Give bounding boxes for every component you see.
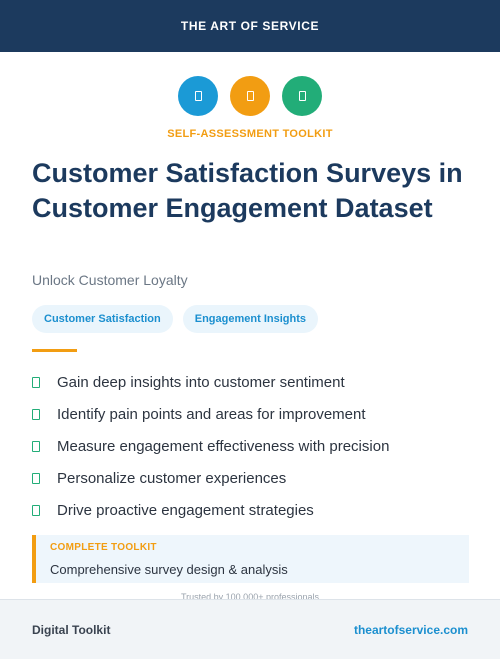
highlight-box: COMPLETE TOOLKIT Comprehensive survey de… (32, 535, 469, 583)
brand-name: THE ART OF SERVICE (180, 19, 320, 33)
list-item: Identify pain points and areas for impro… (32, 398, 389, 430)
document-icon (230, 76, 270, 116)
website-link[interactable]: theartofservice.com (353, 622, 468, 637)
list-item-text: Measure engagement effectiveness with pr… (57, 437, 390, 455)
check-icon (32, 408, 40, 420)
tag-list: Customer Satisfaction Engagement Insight… (32, 305, 318, 333)
check-icon (32, 376, 40, 388)
page-title: Customer Satisfaction Surveys in Custome… (32, 158, 463, 223)
list-item: Measure engagement effectiveness with pr… (32, 430, 389, 462)
list-item-text: Drive proactive engagement strategies (57, 501, 314, 519)
footer: Digital Toolkit theartofservice.com (0, 599, 500, 659)
icon-row (0, 76, 500, 116)
list-item-text: Gain deep insights into customer sentime… (57, 373, 345, 391)
subtitle: Unlock Customer Loyalty (32, 272, 188, 288)
top-banner: THE ART OF SERVICE (0, 0, 500, 52)
document-icon (178, 76, 218, 116)
benefit-list: Gain deep insights into customer sentime… (32, 366, 389, 526)
highlight-text: Comprehensive survey design & analysis (50, 562, 288, 577)
list-item: Personalize customer experiences (32, 462, 389, 494)
highlight-label: COMPLETE TOOLKIT (50, 542, 157, 553)
document-icon (282, 76, 322, 116)
check-icon (32, 472, 40, 484)
check-icon (32, 440, 40, 452)
accent-divider (32, 349, 77, 352)
list-item: Gain deep insights into customer sentime… (32, 366, 389, 398)
kicker-label: SELF-ASSESSMENT TOOLKIT (167, 128, 333, 140)
check-icon (32, 504, 40, 516)
list-item: Drive proactive engagement strategies (32, 494, 389, 526)
tag-engagement-insights: Engagement Insights (182, 305, 318, 333)
list-item-text: Identify pain points and areas for impro… (57, 405, 366, 423)
footer-label: Digital Toolkit (32, 622, 111, 637)
tag-customer-satisfaction: Customer Satisfaction (32, 305, 173, 333)
trust-note: Trusted by 100,000+ professionals (180, 592, 319, 602)
list-item-text: Personalize customer experiences (57, 469, 287, 487)
